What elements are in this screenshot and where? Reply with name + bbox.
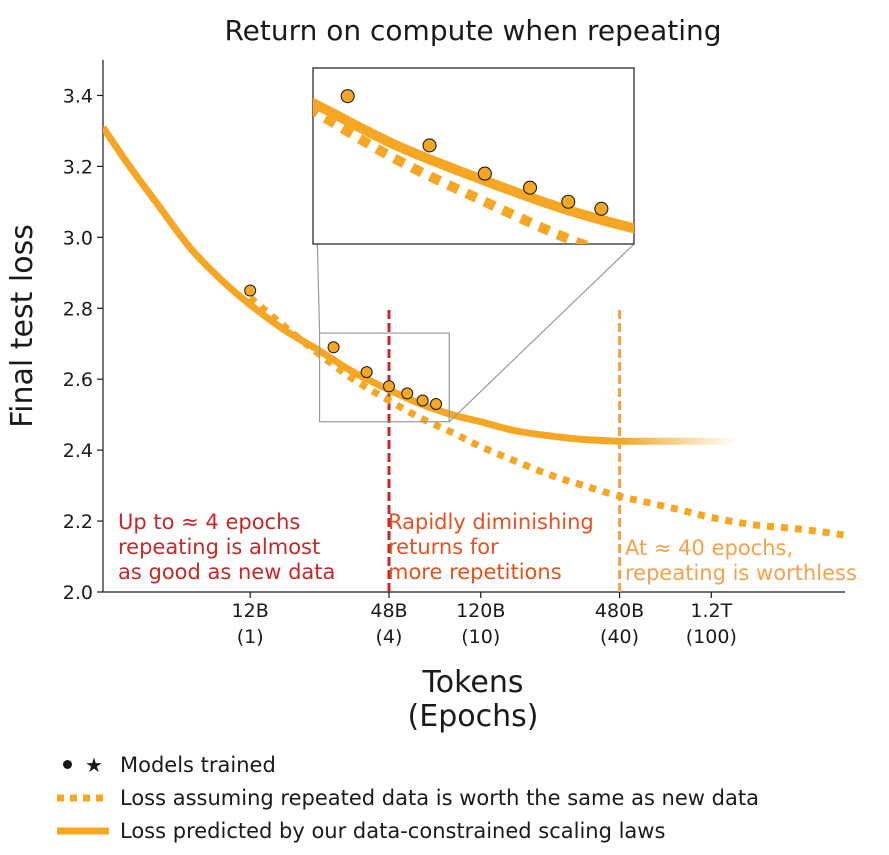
legend-marker-symbols: ★	[52, 755, 114, 775]
annotation-1-line: repeating is almost	[118, 535, 320, 559]
annotation-2-line: Rapidly diminishing	[388, 510, 594, 534]
y-tick-label: 2.4	[63, 440, 93, 462]
annotation-2-line: returns for	[388, 535, 499, 559]
annotation-3-line: repeating is worthless	[625, 561, 857, 585]
x-ticks: 12B (1) 48B (4) 120B (10) 480B (40) 1.2T (100)	[232, 592, 737, 648]
y-tick-label: 3.2	[63, 156, 93, 178]
legend-label-models: Models trained	[120, 752, 276, 777]
inset-series	[313, 97, 634, 244]
x-tick-sublabel: (10)	[461, 626, 500, 648]
inset-model-point	[340, 89, 355, 104]
chart: Return on compute when repeating 2.02.22…	[5, 14, 857, 734]
model-point	[401, 387, 414, 400]
y-tick-label: 3.4	[63, 85, 93, 107]
x-tick-sublabel: (100)	[686, 626, 737, 648]
x-tick-sublabel: (40)	[600, 626, 639, 648]
x-tick-sublabel: (4)	[376, 626, 403, 648]
legend-label-naive: Loss assuming repeated data is worth the…	[120, 785, 759, 810]
legend-label-predicted: Loss predicted by our data-constrained s…	[120, 818, 666, 843]
zoom-inset	[312, 67, 635, 423]
y-tick-label: 2.6	[63, 369, 93, 391]
x-tick-label: 120B	[456, 600, 505, 622]
vertical-markers	[387, 308, 622, 592]
zoom-connector-bottom	[448, 243, 635, 423]
x-axis-title-tokens: Tokens	[422, 665, 524, 700]
chart-title: Return on compute when repeating	[224, 14, 721, 47]
legend-dotted-line	[52, 788, 114, 808]
y-ticks: 2.0 2.2 2.4 2.6 2.8 3.0 3.2 3.4	[63, 85, 103, 604]
legend: ★ Models trained Loss assuming repeated …	[52, 748, 759, 847]
model-point	[327, 341, 340, 354]
y-tick-label: 3.0	[63, 227, 93, 249]
model-point	[360, 366, 373, 379]
series-line-predicted	[313, 97, 634, 234]
main-series	[103, 125, 846, 539]
inset-model-point	[422, 138, 437, 153]
inset-points	[340, 89, 609, 216]
zoom-source-box	[318, 332, 450, 423]
x-tick-sublabel: (1)	[237, 626, 264, 648]
inset-model-point	[561, 194, 576, 209]
legend-solid-line	[52, 821, 114, 841]
x-tick-label: 1.2T	[690, 600, 732, 622]
y-tick-label: 2.0	[63, 582, 93, 604]
inset-model-point	[523, 180, 538, 195]
axes	[102, 60, 845, 593]
annotation-2-line: more repetitions	[388, 560, 562, 584]
x-tick-label: 480B	[595, 600, 644, 622]
x-tick-label: 48B	[370, 600, 407, 622]
series-line-predicted-fade	[619, 437, 738, 445]
x-axis-title-epochs: (Epochs)	[408, 699, 539, 734]
model-point	[430, 398, 443, 411]
annotation-3-line: At ≈ 40 epochs,	[625, 536, 793, 560]
model-point	[382, 380, 395, 393]
y-axis-title: Final test loss	[5, 224, 40, 428]
series-line-naive	[313, 104, 597, 244]
dot-icon	[63, 760, 73, 769]
star-icon: ★	[85, 752, 103, 777]
inset-model-point	[477, 166, 492, 181]
main-points	[244, 284, 443, 411]
x-tick-label: 12B	[232, 600, 269, 622]
y-tick-label: 2.2	[63, 511, 93, 533]
series-line-predicted	[103, 125, 620, 445]
legend-item-models: ★ Models trained	[52, 748, 759, 781]
series-line-naive	[247, 294, 846, 539]
model-point	[244, 284, 257, 297]
legend-item-predicted: Loss predicted by our data-constrained s…	[52, 814, 759, 847]
y-tick-label: 2.8	[63, 298, 93, 320]
legend-item-naive: Loss assuming repeated data is worth the…	[52, 781, 759, 814]
model-point	[416, 394, 429, 407]
annotation-1-line: as good as new data	[118, 560, 335, 584]
inset-model-point	[594, 201, 609, 216]
annotation-1-line: Up to ≈ 4 epochs	[118, 510, 300, 534]
